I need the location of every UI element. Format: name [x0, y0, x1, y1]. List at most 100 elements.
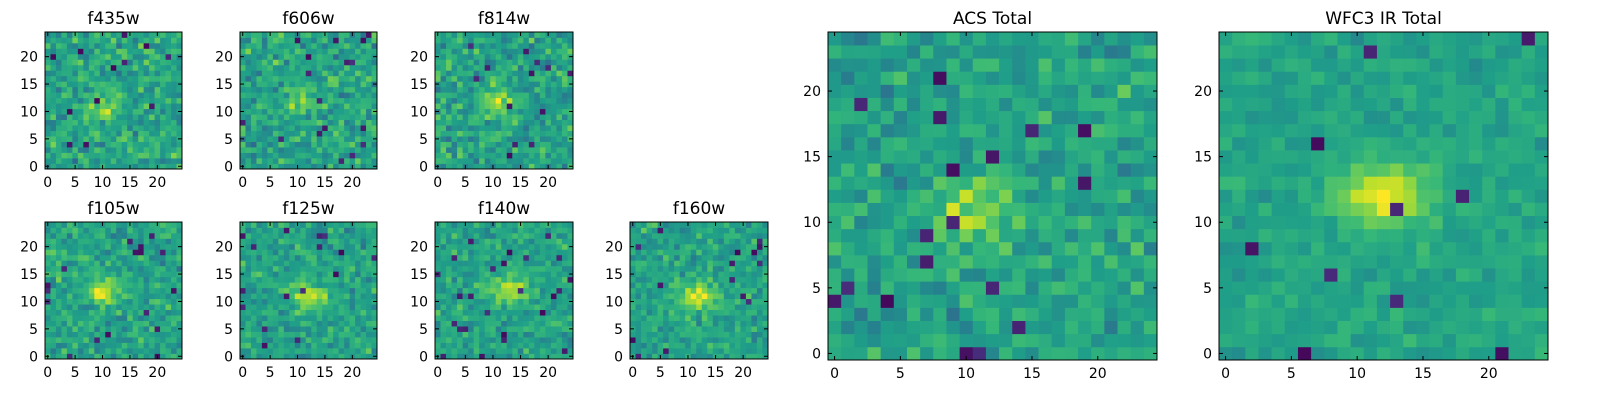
heatmap-cell [462, 227, 469, 234]
heatmap-cell [165, 232, 172, 239]
heatmap-cell [490, 287, 497, 294]
heatmap-cell [322, 315, 329, 321]
heatmap-cell [322, 271, 329, 278]
heatmap-cell [635, 249, 642, 256]
heatmap-cell [289, 81, 296, 88]
heatmap-cell [451, 53, 458, 60]
heatmap-cell [77, 42, 84, 49]
heatmap-cell [160, 97, 166, 104]
heatmap-cell [545, 81, 552, 88]
heatmap-cell [154, 92, 161, 99]
heatmap-cell [138, 254, 144, 261]
heatmap-cell [278, 271, 285, 278]
heatmap-cell [300, 152, 307, 159]
heatmap-cell [685, 276, 692, 283]
heatmap-cell [740, 309, 747, 316]
heatmap-cell [256, 130, 263, 137]
heatmap-cell [484, 81, 491, 88]
heatmap-cell [72, 125, 79, 131]
heatmap-cell [734, 309, 741, 316]
heatmap-cell [663, 271, 669, 278]
heatmap-cell [165, 59, 172, 66]
heatmap-cell [920, 268, 934, 282]
heatmap-cell [512, 222, 519, 228]
heatmap-cell [338, 309, 345, 316]
heatmap-cell [149, 249, 155, 256]
heatmap-cell [657, 232, 664, 239]
heatmap-cell [149, 260, 155, 267]
heatmap-cell [646, 331, 653, 338]
heatmap-cell [550, 119, 557, 126]
heatmap-cells [435, 222, 574, 360]
heatmap-cell [567, 42, 574, 49]
heatmap-cell [674, 271, 681, 278]
heatmap-cell [283, 75, 290, 82]
heatmap-cell [484, 97, 491, 104]
heatmap-cell [45, 254, 51, 261]
heatmap-cell [561, 337, 568, 343]
heatmap-cell [149, 119, 155, 126]
heatmap-cell [867, 307, 881, 321]
heatmap-cell [338, 53, 345, 60]
heatmap-cell [256, 119, 263, 126]
heatmap-cell [701, 309, 708, 316]
heatmap-cell [740, 337, 747, 343]
heatmap-cell [468, 304, 474, 311]
heatmap-cell [657, 326, 664, 332]
heatmap-cell [946, 228, 960, 243]
heatmap-cell [712, 249, 719, 256]
heatmap-cell [490, 326, 497, 332]
heatmap-cell [545, 271, 552, 278]
heatmap-cell [550, 53, 557, 60]
heatmap-cell [132, 103, 139, 110]
heatmap-cell [121, 348, 128, 354]
heatmap-cell [1012, 228, 1026, 243]
heatmap-cell [451, 293, 458, 300]
heatmap-cell [311, 304, 318, 311]
heatmap-cell [66, 304, 73, 311]
heatmap-cell [652, 315, 658, 321]
heatmap-cell [561, 141, 568, 148]
heatmap-cell [679, 227, 686, 234]
heatmap-cell [920, 228, 934, 243]
heatmap-cell [1117, 307, 1132, 321]
heatmap-cell [550, 353, 557, 360]
heatmap-cell [468, 293, 474, 300]
heatmap-cell [110, 42, 117, 49]
heatmap-cell [366, 75, 372, 82]
heatmap-cell [360, 276, 367, 283]
heatmap-cell [66, 114, 73, 121]
heatmap-cell [663, 298, 669, 305]
heatmap-cell [854, 202, 868, 217]
heatmap-cell [729, 309, 736, 316]
heatmap-cell [261, 232, 268, 239]
heatmap-cell [740, 227, 747, 234]
heatmap-cell [99, 320, 106, 327]
heatmap-cell [646, 309, 653, 316]
heatmap-cell [696, 254, 703, 261]
heatmap-cell [171, 119, 177, 126]
heatmap-cell [652, 348, 658, 354]
heatmap-cell [674, 320, 681, 327]
heatmap-cell [999, 268, 1013, 282]
heatmap-cell [462, 238, 469, 245]
heatmap-cell [663, 320, 669, 327]
heatmap-cell [468, 298, 474, 305]
heatmap-cell [366, 53, 372, 60]
heatmap-cell [360, 81, 367, 88]
heatmap-cell [283, 81, 290, 88]
heatmap-cell [1130, 189, 1145, 203]
heatmap-cell [289, 265, 296, 272]
heatmap-cell [490, 119, 497, 126]
heatmap-cell [561, 92, 568, 99]
heatmap-cell [440, 298, 447, 305]
heatmap-cell [327, 304, 334, 311]
axes-frame [239, 31, 378, 170]
heatmap-cell [261, 227, 268, 234]
heatmap-cell [50, 304, 57, 311]
heatmap-cell [501, 59, 508, 66]
heatmap-cell [751, 222, 758, 228]
heatmap-cell [1117, 228, 1132, 243]
heatmap-cell [294, 136, 301, 142]
heatmap-cell [567, 119, 574, 126]
